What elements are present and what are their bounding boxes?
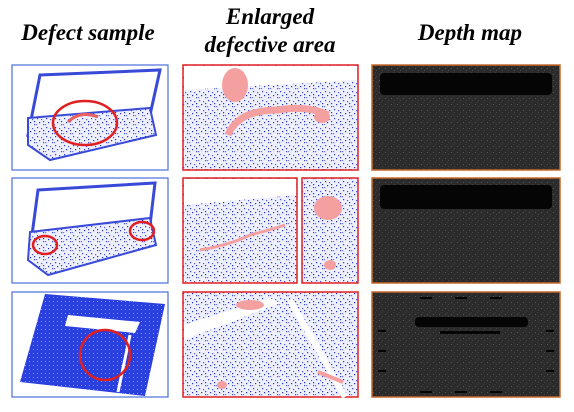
defect [217,381,227,389]
depth-hole [440,331,500,334]
row-2 [12,178,560,283]
figure: Defect sample Enlarged defective area De… [0,0,574,412]
defect [222,68,248,102]
row-1 [12,65,560,170]
plate [20,294,165,396]
depth-hole [380,73,552,95]
column-header: defective area [205,32,336,57]
defect [324,260,336,270]
depth-frame [372,292,560,397]
headers: Defect sample Enlarged defective area De… [20,4,522,57]
defect [314,196,342,220]
defect [236,300,264,310]
depth-hole [380,185,552,209]
column-header: Depth map [417,20,522,45]
enlarged-frame [183,292,358,397]
column-header: Enlarged [225,4,315,29]
row-3 [12,292,560,397]
defect [314,111,330,123]
depth-hole [415,317,528,327]
column-header: Defect sample [20,20,154,45]
